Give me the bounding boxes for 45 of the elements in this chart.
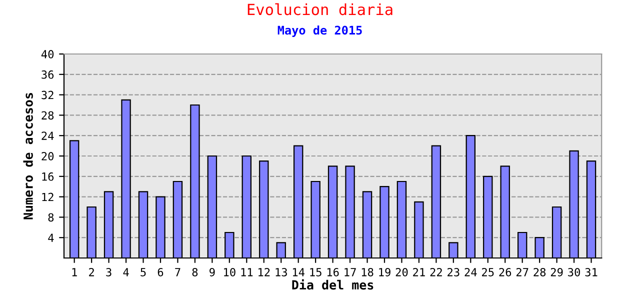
x-tick-label: 20 (396, 268, 408, 276)
y-tick-label: 28 (42, 111, 54, 120)
x-tick-label: 29 (550, 268, 563, 276)
x-tick-label: 21 (413, 268, 425, 276)
x-tick-label: 6 (158, 268, 164, 276)
x-tick-label: 15 (310, 268, 322, 276)
y-tick-label: 16 (42, 172, 54, 181)
chart-title: Evolucion diaria (248, 3, 392, 16)
x-tick-label: 23 (448, 268, 460, 276)
y-tick-label: 24 (42, 132, 54, 140)
y-tick-label: 36 (42, 70, 54, 79)
y-tick-label: 40 (41, 50, 54, 58)
x-tick-label: 8 (192, 268, 198, 276)
y-tick-label: 8 (48, 213, 54, 222)
x-tick-label: 27 (516, 268, 528, 276)
x-axis-title: Dia del mes (292, 279, 374, 290)
x-tick-label: 10 (224, 268, 236, 276)
x-tick-label: 7 (175, 268, 180, 276)
y-tick-label: 4 (48, 234, 54, 242)
y-tick-label: 32 (42, 90, 54, 100)
x-tick-label: 3 (106, 268, 112, 276)
y-tick-label: 12 (42, 192, 54, 202)
x-tick-label: 2 (89, 268, 94, 276)
x-tick-label: 12 (258, 268, 270, 276)
y-axis-title: Numero de accesos (23, 93, 33, 220)
y-tick-label: 20 (42, 152, 54, 160)
x-tick-label: 31 (585, 268, 598, 276)
x-tick-label: 24 (464, 268, 477, 276)
x-tick-label: 25 (482, 268, 494, 276)
x-tick-label: 26 (499, 268, 512, 276)
x-tick-label: 22 (430, 268, 442, 276)
x-tick-label: 28 (534, 268, 546, 276)
x-tick-label: 11 (241, 268, 253, 276)
x-tick-label: 5 (140, 268, 146, 276)
x-tick-label: 13 (276, 268, 287, 276)
x-tick-label: 16 (327, 268, 339, 276)
x-tick-label: 14 (292, 268, 304, 276)
chart-subtitle: Mayo de 2015 (278, 26, 362, 37)
x-tick-label: 17 (344, 268, 356, 276)
x-tick-label: 18 (362, 268, 374, 276)
x-tick-label: 19 (379, 268, 390, 276)
x-tick-label: 9 (210, 268, 215, 276)
x-tick-label: 30 (568, 268, 580, 276)
x-tick-label: 4 (123, 268, 129, 276)
x-tick-label: 1 (72, 268, 77, 276)
